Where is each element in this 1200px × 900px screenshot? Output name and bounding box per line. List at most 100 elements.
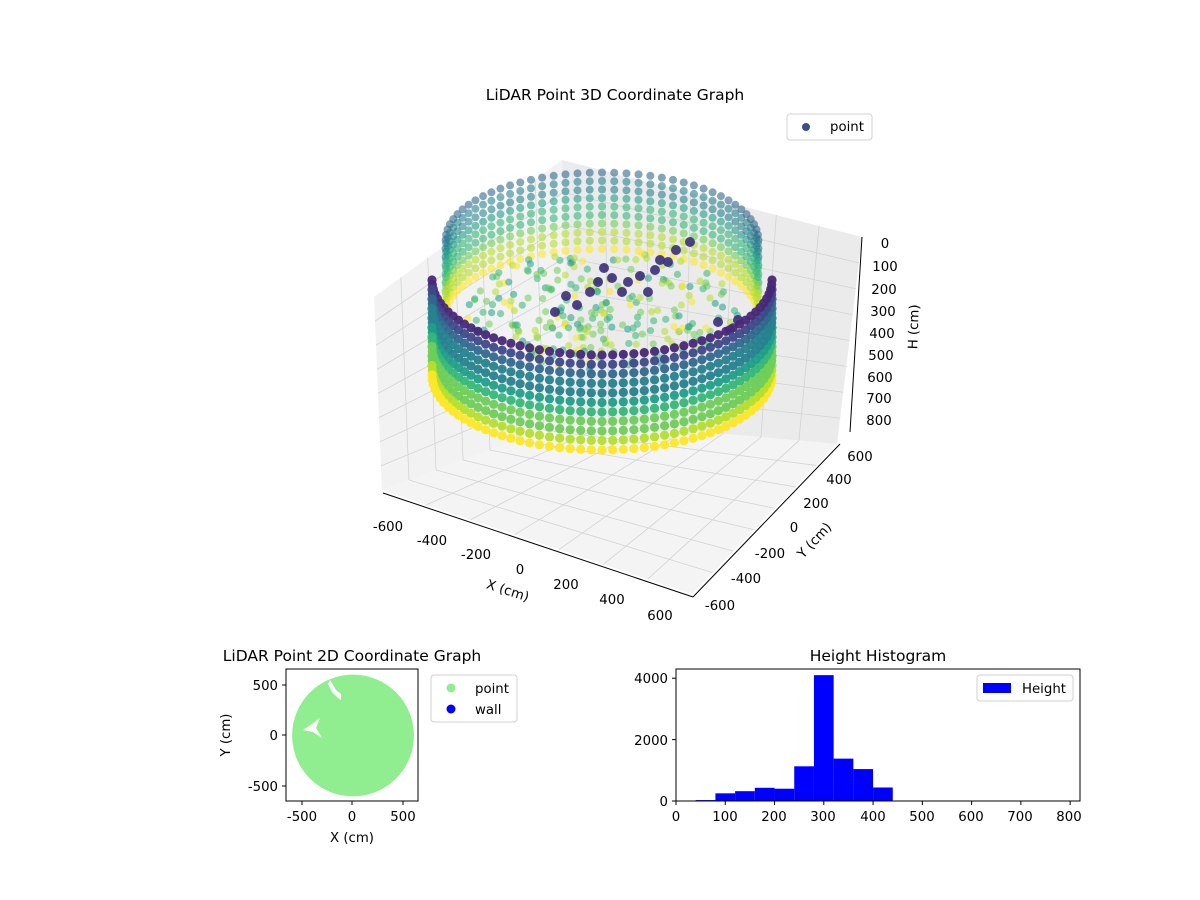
cloud-point — [697, 355, 707, 365]
cloud-point — [724, 264, 733, 273]
cloud-point — [718, 280, 726, 288]
cloud-point — [534, 402, 545, 412]
cloud-point — [526, 192, 535, 201]
cloud-point — [634, 195, 643, 204]
cloud-point — [708, 239, 717, 248]
cloud-point — [544, 346, 555, 356]
cloud-point — [496, 210, 505, 219]
cloud-point — [534, 430, 545, 440]
grid-line — [603, 436, 762, 565]
cloud-point — [657, 207, 666, 216]
cloud-point — [618, 397, 628, 407]
cloud-point — [649, 432, 660, 442]
cloud-point — [679, 246, 688, 255]
cloud-point — [495, 294, 503, 302]
cloud-point — [597, 378, 607, 389]
y-tick-label: 2000 — [634, 734, 668, 749]
histogram-bars — [676, 675, 893, 801]
cloud-point — [669, 192, 678, 201]
cloud-point — [515, 369, 525, 379]
cloud-point — [657, 224, 666, 233]
cloud-point — [705, 428, 715, 438]
cloud-point — [731, 217, 740, 226]
cloud-point — [525, 390, 535, 400]
cloud-point — [576, 425, 586, 436]
cloud-point — [721, 412, 731, 422]
cloud-point — [716, 192, 725, 201]
x-tick-label: 600 — [958, 810, 983, 825]
x-axis-line — [382, 492, 694, 598]
cloud-point — [544, 356, 555, 366]
cloud-point — [618, 349, 628, 360]
cloud-point — [679, 379, 689, 389]
cloud-point — [663, 257, 673, 267]
cloud-point — [753, 273, 762, 282]
cloud-point — [506, 189, 515, 198]
cloud-point — [610, 211, 619, 220]
cloud-point — [489, 399, 499, 409]
cloud-point — [489, 371, 499, 381]
cloud-point — [538, 190, 547, 199]
cloud-point — [506, 240, 515, 249]
cloud-point — [659, 411, 670, 421]
cloud-point — [489, 342, 499, 352]
cloud-point — [506, 348, 516, 358]
cloud-point — [511, 321, 519, 329]
cloud-point — [634, 221, 643, 230]
cloud-point — [549, 180, 558, 189]
cloud-point — [473, 402, 483, 412]
point-area — [292, 674, 414, 797]
cloud-point — [458, 213, 467, 222]
cloud-point — [544, 441, 555, 451]
cloud-point — [506, 215, 515, 224]
cloud-point — [711, 299, 719, 307]
cloud-point — [608, 388, 618, 398]
cloud-point — [669, 184, 678, 193]
cloud-point — [721, 336, 731, 346]
cloud-point — [655, 255, 665, 265]
cloud-point — [728, 332, 738, 342]
cloud-point — [618, 368, 628, 379]
cloud-point — [549, 214, 558, 223]
cloud-point — [513, 262, 521, 270]
x-tick-label: 300 — [810, 810, 835, 825]
cloud-point — [599, 309, 607, 318]
cloud-point — [646, 239, 655, 248]
cloud-point — [481, 349, 491, 359]
cloud-point — [561, 178, 570, 187]
cloud-point — [525, 438, 535, 448]
cloud-point — [576, 368, 586, 379]
cloud-point — [538, 207, 547, 216]
x-tick-label: 0 — [516, 563, 524, 578]
cloud-point — [597, 350, 607, 360]
cloud-point — [708, 222, 717, 231]
cloud-point — [657, 190, 666, 199]
cloud-point — [636, 294, 644, 302]
cloud-point — [706, 294, 714, 302]
cloud-point — [676, 257, 685, 265]
cloud-point — [684, 323, 692, 331]
cloud-point — [669, 400, 679, 410]
x-tick-label: 400 — [860, 810, 885, 825]
cloud-point — [610, 185, 619, 194]
cloud-point — [608, 369, 618, 379]
cloud-point — [697, 412, 707, 422]
cloud-point — [690, 330, 698, 339]
cloud-point — [489, 390, 499, 400]
cloud-point — [555, 414, 565, 424]
cloud-point — [496, 244, 505, 253]
cloud-point — [585, 287, 595, 297]
cloud-point — [561, 246, 570, 255]
cloud-point — [713, 387, 723, 397]
cloud-point — [731, 251, 740, 260]
cloud-point — [669, 419, 679, 429]
histogram-bar — [833, 758, 854, 801]
cloud-point — [716, 268, 725, 277]
cloud-point — [465, 301, 473, 309]
cloud-point — [689, 257, 698, 266]
cloud-point — [753, 264, 762, 273]
z-ticks-3d: 0 100 200 300 400 500 600 700 800 — [866, 237, 897, 429]
cloud-point — [688, 376, 698, 386]
cloud-point — [534, 354, 545, 364]
cloud-point — [669, 218, 678, 227]
